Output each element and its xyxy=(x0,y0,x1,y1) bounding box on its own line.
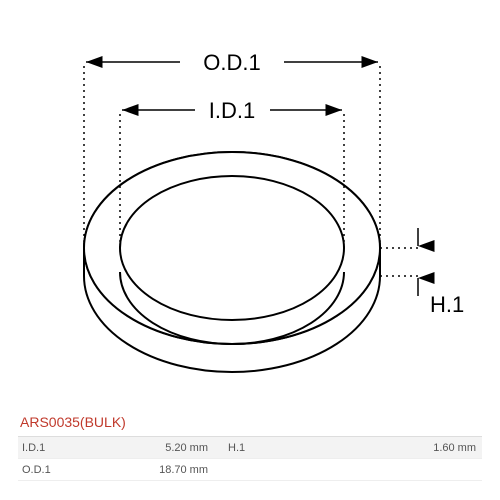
spec-row: I.D.1 5.20 mm H.1 1.60 mm xyxy=(18,437,482,459)
spec-label: H.1 xyxy=(228,442,288,454)
part-number: ARS0035(BULK) xyxy=(18,410,482,437)
ring-inner-top xyxy=(120,176,344,320)
spec-value: 1.60 mm xyxy=(288,442,482,454)
spec-table: ARS0035(BULK) I.D.1 5.20 mm H.1 1.60 mm … xyxy=(18,410,482,481)
od-label: O.D.1 xyxy=(203,50,260,75)
spec-label: I.D.1 xyxy=(18,442,88,454)
ring-dimension-diagram: O.D.1 I.D.1 H.1 xyxy=(0,0,500,400)
spec-value: 18.70 mm xyxy=(88,464,228,476)
id-label: I.D.1 xyxy=(209,98,255,123)
spec-row: O.D.1 18.70 mm xyxy=(18,459,482,481)
h-label: H.1 xyxy=(430,292,464,317)
spec-value: 5.20 mm xyxy=(88,442,228,454)
spec-label: O.D.1 xyxy=(18,464,88,476)
